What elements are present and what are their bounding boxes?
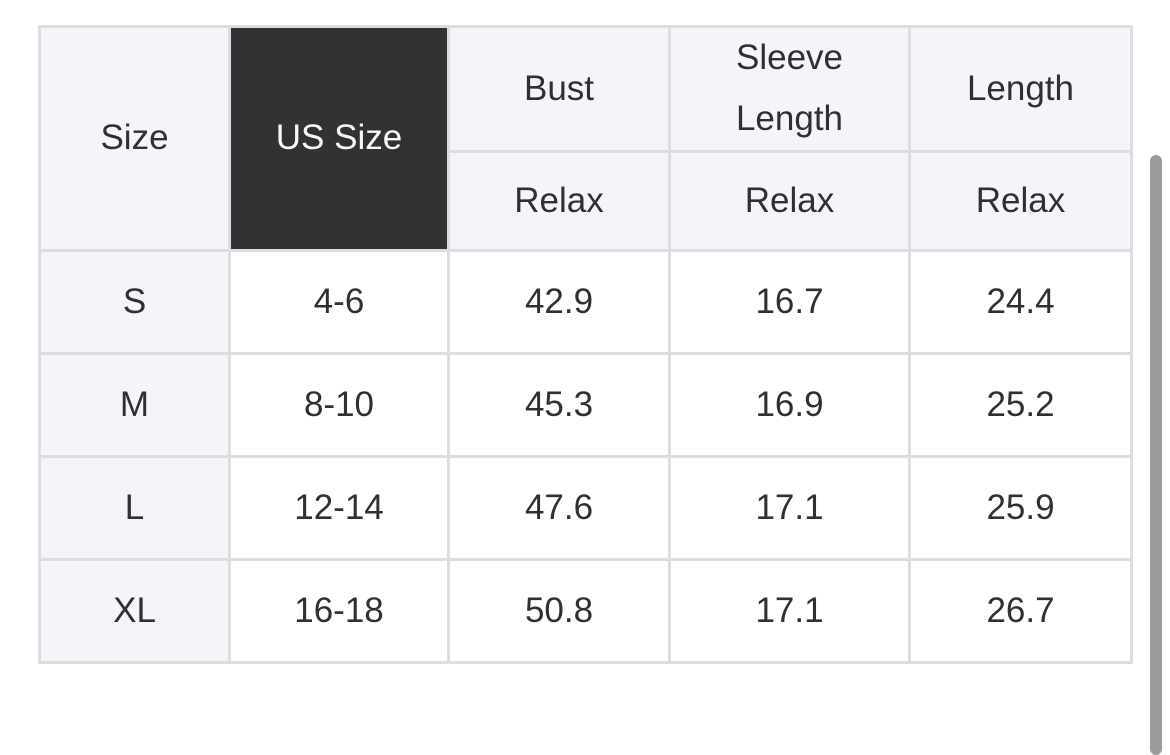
header-us-size-selected: US Size (228, 25, 450, 252)
size-chart-body: S 4-6 42.9 16.7 24.4 M 8-10 45.3 16.9 25… (38, 248, 1133, 664)
size-chart-table: Size US Size Bust Sleeve Length Length R… (38, 25, 1133, 664)
cell-size-m: M (38, 351, 231, 458)
cell-length-m: 25.2 (908, 351, 1133, 458)
fit-cell-bust: Relax (447, 149, 671, 252)
header-bust: Bust (447, 25, 671, 153)
table-row-l: L 12-14 47.6 17.1 25.9 (38, 454, 1133, 561)
table-row-xl: XL 16-18 50.8 17.1 26.7 (38, 557, 1133, 664)
header-size: Size (38, 25, 231, 252)
cell-us-size-m: 8-10 (228, 351, 450, 458)
fit-header-row: Relax Relax Relax (40, 149, 1133, 252)
header-sleeve-length-label: Sleeve Length (735, 38, 844, 138)
cell-length-xl: 26.7 (908, 557, 1133, 664)
fit-cell-length: Relax (908, 149, 1133, 252)
cell-bust-m: 45.3 (447, 351, 671, 458)
cell-us-size-l: 12-14 (228, 454, 450, 561)
table-row-m: M 8-10 45.3 16.9 25.2 (38, 351, 1133, 458)
cell-sleeve-length-m: 16.9 (668, 351, 911, 458)
measurement-header-row: Size US Size Bust Sleeve Length Length (38, 25, 1133, 252)
cell-sleeve-length-xl: 17.1 (668, 557, 911, 664)
fit-cell-sleeve-length: Relax (668, 149, 911, 252)
vertical-scrollbar-thumb[interactable] (1150, 155, 1162, 755)
cell-us-size-xl: 16-18 (228, 557, 450, 664)
cell-length-l: 25.9 (908, 454, 1133, 561)
cell-bust-s: 42.9 (447, 248, 671, 355)
cell-sleeve-length-l: 17.1 (668, 454, 911, 561)
header-sleeve-length: Sleeve Length (668, 25, 911, 153)
cell-size-l: L (38, 454, 231, 561)
cell-size-xl: XL (38, 557, 231, 664)
table-row-s: S 4-6 42.9 16.7 24.4 (38, 248, 1133, 355)
cell-us-size-s: 4-6 (228, 248, 450, 355)
cell-bust-xl: 50.8 (447, 557, 671, 664)
cell-sleeve-length-s: 16.7 (668, 248, 911, 355)
size-chart-header: Size US Size Bust Sleeve Length Length R… (38, 25, 1133, 252)
cell-bust-l: 47.6 (447, 454, 671, 561)
header-length: Length (908, 25, 1133, 153)
size-chart-container: Size US Size Bust Sleeve Length Length R… (38, 25, 1133, 664)
cell-size-s: S (38, 248, 231, 355)
cell-length-s: 24.4 (908, 248, 1133, 355)
